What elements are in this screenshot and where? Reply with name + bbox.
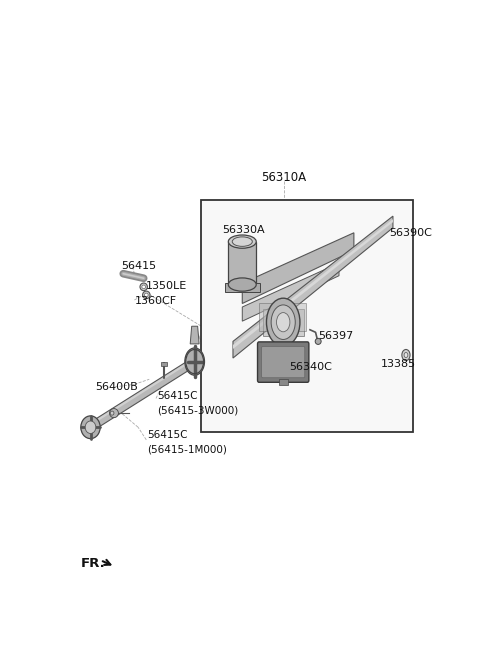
Bar xyxy=(279,379,288,385)
Ellipse shape xyxy=(185,348,204,375)
Ellipse shape xyxy=(109,409,119,418)
Ellipse shape xyxy=(266,298,300,346)
Ellipse shape xyxy=(404,352,408,358)
Polygon shape xyxy=(263,308,304,337)
Ellipse shape xyxy=(271,305,295,339)
Ellipse shape xyxy=(140,283,147,291)
Ellipse shape xyxy=(110,411,114,415)
Polygon shape xyxy=(233,219,393,349)
Ellipse shape xyxy=(143,291,150,298)
FancyBboxPatch shape xyxy=(258,342,309,382)
Text: 56340C: 56340C xyxy=(289,361,332,372)
Ellipse shape xyxy=(276,313,290,332)
Polygon shape xyxy=(242,233,354,304)
Text: 56415C
(56415-1M000): 56415C (56415-1M000) xyxy=(147,430,228,455)
Bar xyxy=(225,283,260,292)
Text: 56397: 56397 xyxy=(319,331,354,341)
Text: 56415C
(56415-3W000): 56415C (56415-3W000) xyxy=(156,391,238,415)
Polygon shape xyxy=(89,358,196,432)
Bar xyxy=(228,241,256,285)
Text: 1350LE: 1350LE xyxy=(145,281,187,291)
Ellipse shape xyxy=(315,338,321,344)
Ellipse shape xyxy=(228,278,256,291)
Text: 1360CF: 1360CF xyxy=(134,296,177,306)
Bar xyxy=(259,304,305,331)
Polygon shape xyxy=(233,216,393,358)
Ellipse shape xyxy=(81,416,100,439)
Text: FR.: FR. xyxy=(81,557,105,570)
Bar xyxy=(202,200,413,432)
Ellipse shape xyxy=(402,350,410,361)
Text: 13385: 13385 xyxy=(381,359,416,369)
Bar xyxy=(161,362,167,365)
Polygon shape xyxy=(242,263,339,321)
Ellipse shape xyxy=(228,235,256,248)
Text: 56310A: 56310A xyxy=(261,171,306,184)
Text: 56400B: 56400B xyxy=(96,382,138,392)
Ellipse shape xyxy=(144,293,148,297)
Polygon shape xyxy=(89,358,194,426)
Text: 56415: 56415 xyxy=(121,260,156,271)
Polygon shape xyxy=(190,326,199,344)
Text: 56330A: 56330A xyxy=(222,225,264,236)
FancyBboxPatch shape xyxy=(262,346,305,378)
Text: 56390C: 56390C xyxy=(389,228,432,237)
Ellipse shape xyxy=(142,285,145,289)
Ellipse shape xyxy=(232,237,252,247)
Ellipse shape xyxy=(85,421,96,434)
